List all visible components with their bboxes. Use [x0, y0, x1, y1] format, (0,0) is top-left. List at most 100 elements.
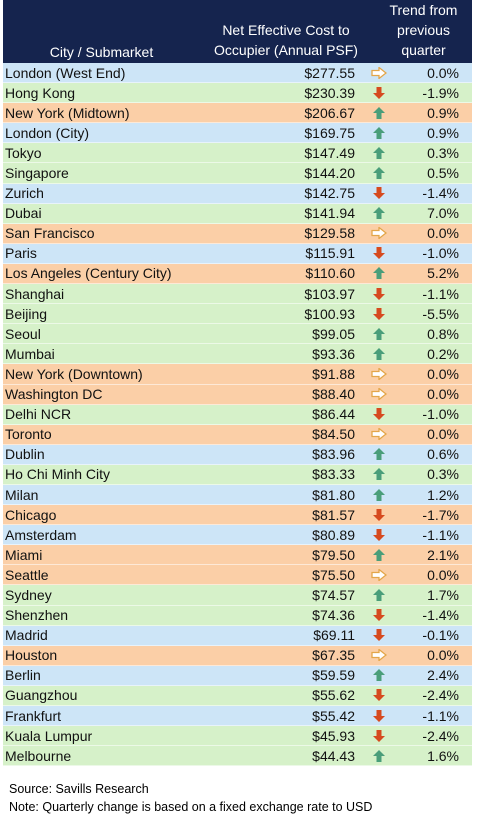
- arrow-down-icon: [359, 86, 399, 100]
- header-trend-line2: previous: [397, 22, 450, 38]
- city-cell: Shanghai: [5, 285, 65, 302]
- cost-cell: $83.96: [312, 446, 355, 463]
- city-cell: Los Angeles (Century City): [5, 265, 172, 282]
- change-cell: 0.3%: [427, 144, 459, 161]
- change-cell: 0.9%: [427, 104, 459, 121]
- city-cell: Zurich: [5, 185, 44, 202]
- cost-cell: $142.75: [304, 185, 355, 202]
- cost-cell: $277.55: [304, 64, 355, 81]
- cost-cell: $55.62: [312, 687, 355, 704]
- table-row: Ho Chi Minh City $83.33 0.3%: [3, 464, 472, 485]
- arrow-down-icon: [359, 307, 399, 321]
- table-row: New York (Downtown) $91.88 0.0%: [3, 364, 472, 385]
- cost-cell: $75.50: [312, 566, 355, 583]
- change-cell: 0.0%: [427, 386, 459, 403]
- cost-cell: $110.60: [305, 265, 355, 282]
- change-cell: 0.0%: [427, 566, 459, 583]
- city-cell: Singapore: [5, 165, 69, 182]
- city-cell: Tokyo: [5, 144, 42, 161]
- change-cell: -1.1%: [422, 285, 459, 302]
- cost-cell: $88.40: [312, 386, 355, 403]
- arrow-up-icon: [359, 327, 399, 341]
- change-cell: 0.0%: [427, 225, 459, 242]
- arrow-up-icon: [359, 347, 399, 361]
- cost-cell: $84.50: [312, 426, 355, 443]
- cost-cell: $141.94: [304, 205, 355, 222]
- cost-cell: $169.75: [304, 124, 355, 141]
- change-cell: -1.1%: [422, 707, 459, 724]
- arrow-up-icon: [359, 166, 399, 180]
- cost-cell: $100.93: [304, 305, 355, 322]
- table-row: Tokyo $147.49 0.3%: [3, 143, 472, 164]
- table-row: Mumbai $93.36 0.2%: [3, 344, 472, 365]
- city-cell: Dublin: [5, 446, 45, 463]
- header-cost: Net Effective Cost to Occupier (Annual P…: [200, 20, 372, 60]
- arrow-up-icon: [359, 588, 399, 602]
- city-cell: Delhi NCR: [5, 406, 72, 423]
- city-cell: Seattle: [5, 566, 49, 583]
- table-row: Houston $67.35 0.0%: [3, 645, 472, 666]
- city-cell: Mumbai: [5, 345, 55, 362]
- cost-cell: $83.33: [312, 466, 355, 483]
- city-cell: Beijing: [5, 305, 48, 322]
- cost-cell: $79.50: [312, 546, 355, 563]
- city-cell: Berlin: [5, 667, 41, 684]
- city-cell: Toronto: [5, 426, 52, 443]
- table-row: Washington DC $88.40 0.0%: [3, 384, 472, 405]
- arrow-right-icon: [359, 227, 399, 240]
- change-cell: -1.0%: [422, 406, 459, 423]
- cost-cell: $69.11: [313, 627, 355, 644]
- arrow-down-icon: [359, 508, 399, 522]
- arrow-up-icon: [359, 106, 399, 120]
- cost-cell: $44.43: [312, 747, 355, 764]
- change-cell: -1.9%: [422, 84, 459, 101]
- change-cell: 1.2%: [427, 486, 459, 503]
- arrow-down-icon: [359, 709, 399, 723]
- arrow-up-icon: [359, 668, 399, 682]
- city-cell: Melbourne: [5, 747, 72, 764]
- cost-cell: $81.80: [312, 486, 355, 503]
- change-cell: -1.1%: [422, 526, 459, 543]
- table-row: Hong Kong $230.39 -1.9%: [3, 83, 472, 104]
- cost-cell: $93.36: [312, 345, 355, 362]
- header-trend: Trend from previous quarter: [375, 0, 472, 60]
- cost-cell: $86.44: [312, 406, 355, 423]
- table-row: Berlin $59.59 2.4%: [3, 665, 472, 686]
- city-cell: New York (Midtown): [5, 104, 130, 121]
- footnotes: Source: Savills Research Note: Quarterly…: [9, 780, 372, 816]
- arrow-right-icon: [359, 568, 399, 581]
- table-row: Paris $115.91 -1.0%: [3, 243, 472, 264]
- exchange-note: Note: Quarterly change is based on a fix…: [9, 800, 373, 814]
- change-cell: 5.2%: [427, 265, 459, 282]
- table-body: London (West End) $277.55 0.0% Hong Kong $23…: [3, 63, 472, 767]
- arrow-down-icon: [359, 246, 399, 260]
- city-cell: Chicago: [5, 506, 57, 523]
- arrow-right-icon: [359, 428, 399, 441]
- change-cell: 0.3%: [427, 466, 459, 483]
- arrow-down-icon: [359, 628, 399, 642]
- city-cell: London (West End): [5, 64, 126, 81]
- table-row: Los Angeles (Century City) $110.60 5.2%: [3, 263, 472, 285]
- cost-cell: $55.42: [312, 707, 355, 724]
- city-cell: Ho Chi Minh City: [5, 466, 111, 483]
- table-row: Kuala Lumpur $45.93 -2.4%: [3, 726, 472, 747]
- cost-cell: $59.59: [312, 667, 355, 684]
- table-header: City / Submarket Net Effective Cost to O…: [3, 0, 472, 63]
- table-row: Shanghai $103.97 -1.1%: [3, 284, 472, 305]
- table-row: Zurich $142.75 -1.4%: [3, 183, 472, 204]
- cost-cell: $67.35: [312, 647, 355, 664]
- cost-cell: $230.39: [304, 84, 355, 101]
- city-cell: Sydney: [5, 586, 52, 603]
- city-cell: Kuala Lumpur: [5, 727, 93, 744]
- table-row: London (West End) $277.55 0.0%: [3, 63, 472, 84]
- change-cell: -0.1%: [422, 627, 459, 644]
- city-cell: Madrid: [5, 627, 48, 644]
- cost-cell: $103.97: [304, 285, 355, 302]
- change-cell: -1.7%: [422, 506, 459, 523]
- arrow-right-icon: [359, 66, 399, 79]
- arrow-up-icon: [359, 488, 399, 502]
- table-row: Shenzhen $74.36 -1.4%: [3, 605, 472, 626]
- header-trend-line1: Trend from: [389, 2, 458, 18]
- header-trend-line3: quarter: [401, 42, 446, 58]
- city-cell: Shenzhen: [5, 607, 69, 624]
